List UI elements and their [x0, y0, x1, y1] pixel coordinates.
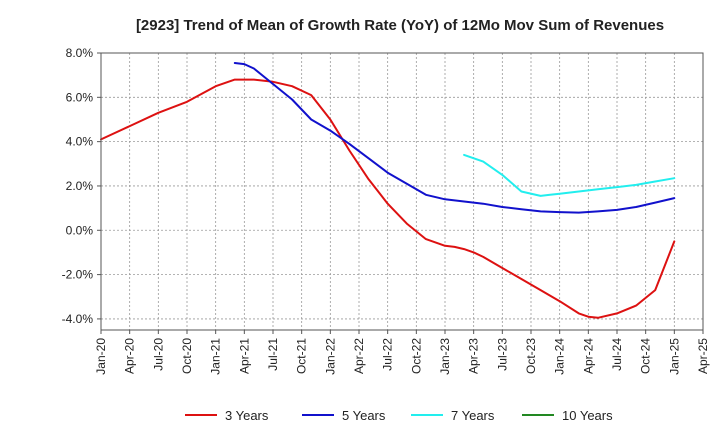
x-axis-ticks: Jan-20 Apr-20 Jul-20 Oct-20 Jan-21 Apr-21 Jul-…	[94, 330, 710, 375]
x-tick-label: Apr-20	[123, 338, 137, 374]
y-tick-label: 8.0%	[66, 46, 94, 60]
x-tick-label: Jan-23	[438, 338, 452, 375]
legend: 3 Years 5 Years 7 Years 10 Years	[185, 408, 613, 423]
legend-label: 3 Years	[225, 408, 269, 423]
y-tick-label: -2.0%	[62, 268, 94, 282]
series-layer	[100, 62, 676, 319]
y-tick-label: -4.0%	[62, 312, 94, 326]
legend-label: 7 Years	[451, 408, 495, 423]
grid	[101, 52, 703, 330]
chart-title: [2923] Trend of Mean of Growth Rate (YoY…	[136, 17, 664, 34]
series-line-5-years	[233, 62, 676, 214]
x-tick-label: Jul-22	[381, 338, 395, 371]
x-tick-label: Apr-21	[237, 338, 251, 374]
legend-label: 10 Years	[562, 408, 613, 423]
y-tick-label: 0.0%	[66, 223, 94, 237]
y-tick-label: 4.0%	[66, 135, 94, 149]
x-tick-label: Oct-24	[639, 338, 653, 374]
y-tick-label: 2.0%	[66, 179, 94, 193]
x-tick-label: Jul-24	[610, 338, 624, 371]
x-tick-label: Jul-23	[495, 338, 509, 371]
y-tick-label: 6.0%	[66, 90, 94, 104]
x-tick-label: Jan-25	[667, 338, 681, 375]
x-tick-label: Jan-20	[94, 338, 108, 375]
x-tick-label: Apr-24	[581, 338, 595, 374]
x-tick-label: Oct-23	[524, 338, 538, 374]
x-tick-label: Jan-21	[209, 338, 223, 375]
x-tick-label: Oct-20	[180, 338, 194, 374]
x-tick-label: Jul-20	[151, 338, 165, 371]
x-tick-label: Jan-24	[553, 338, 567, 375]
plot-frame	[100, 52, 704, 331]
x-tick-label: Oct-22	[409, 338, 423, 374]
x-tick-label: Oct-21	[295, 338, 309, 374]
x-tick-label: Apr-22	[352, 338, 366, 374]
legend-label: 5 Years	[342, 408, 386, 423]
series-line-3-years	[100, 78, 676, 319]
x-tick-label: Jul-21	[266, 338, 280, 371]
x-tick-label: Apr-25	[696, 338, 710, 374]
y-axis-ticks: 8.0% 6.0% 4.0% 2.0% 0.0% -2.0% -4.0%	[62, 46, 101, 326]
x-tick-label: Apr-23	[467, 338, 481, 374]
plot-area	[101, 53, 703, 330]
series-line-7-years	[463, 153, 676, 197]
x-tick-label: Jan-22	[323, 338, 337, 375]
